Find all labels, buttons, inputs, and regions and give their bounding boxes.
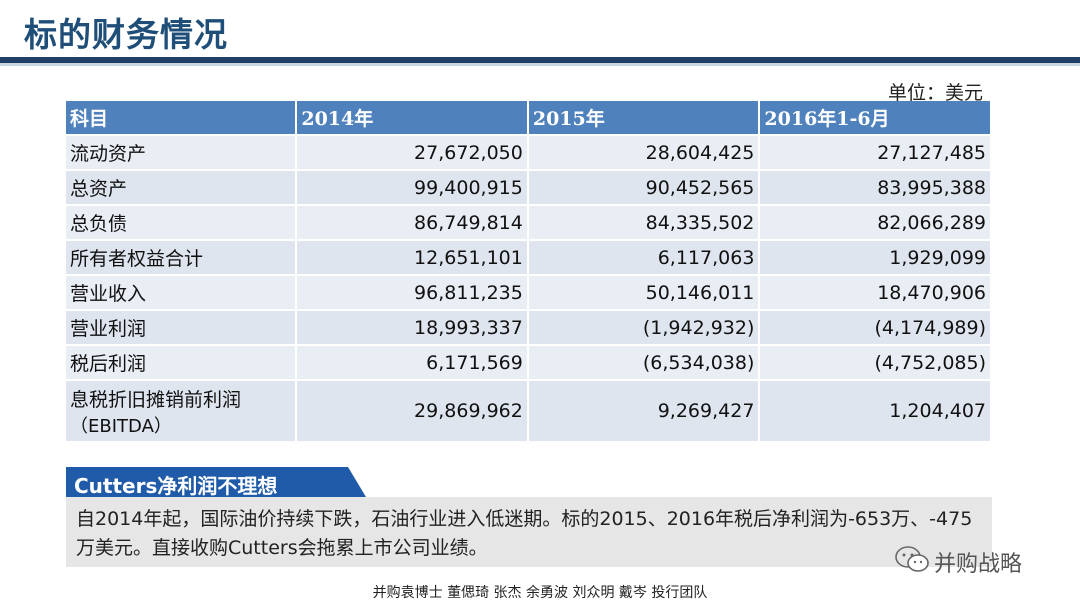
table-cell: (1,942,932) bbox=[527, 310, 761, 346]
table-cell: 18,470,906 bbox=[759, 275, 992, 311]
page-title: 标的财务情况 bbox=[24, 15, 228, 54]
table-cell: 90,452,565 bbox=[527, 170, 761, 206]
table-cell: 1,204,407 bbox=[759, 380, 992, 443]
callout-tab-shape bbox=[66, 467, 366, 497]
row-label: 营业收入 bbox=[66, 275, 298, 311]
table-cell: 1,929,099 bbox=[759, 240, 992, 276]
table-cell: 28,604,425 bbox=[527, 135, 761, 171]
callout-heading-tab: Cutters净利润不理想 bbox=[66, 467, 366, 498]
table-cell: (4,174,989) bbox=[759, 310, 992, 346]
table-cell: (4,752,085) bbox=[759, 345, 992, 381]
row-label: 总资产 bbox=[66, 170, 298, 206]
table-cell: 99,400,915 bbox=[296, 170, 529, 206]
column-header: 2014年 bbox=[296, 101, 529, 136]
financial-table: 科目 2014年 2015年 2016年1-6月 流动资产 27,672,050… bbox=[66, 101, 992, 443]
table-cell: 96,811,235 bbox=[296, 275, 529, 311]
table-cell: 6,171,569 bbox=[296, 345, 529, 381]
callout-body: 自2014年起，国际油价持续下跌，石油行业进入低迷期。标的2015、2016年税… bbox=[66, 497, 992, 567]
column-header: 科目 bbox=[66, 101, 298, 136]
table-cell: 6,117,063 bbox=[527, 240, 761, 276]
table-cell: 27,672,050 bbox=[296, 135, 529, 171]
footer-credits: 并购袁博士 董偲琦 张杰 余勇波 刘众明 戴岑 投行团队 bbox=[372, 585, 708, 601]
column-header: 2015年 bbox=[527, 101, 761, 136]
row-label: 总负债 bbox=[66, 205, 298, 241]
table-header-row: 科目 2014年 2015年 2016年1-6月 bbox=[66, 101, 992, 136]
row-label-sub: （EBITDA） bbox=[70, 415, 172, 437]
watermark-text: 并购战略 bbox=[934, 552, 1023, 577]
table-cell: 86,749,814 bbox=[296, 205, 529, 241]
table-cell: 82,066,289 bbox=[759, 205, 992, 241]
table-row: 息税折旧摊销前利润 （EBITDA） 29,869,962 9,269,427 … bbox=[66, 380, 992, 443]
table-row: 所有者权益合计 12,651,101 6,117,063 1,929,099 bbox=[66, 240, 992, 276]
table-cell: 84,335,502 bbox=[527, 205, 761, 241]
table-row: 总资产 99,400,915 90,452,565 83,995,388 bbox=[66, 170, 992, 206]
table-cell: (6,534,038) bbox=[527, 345, 761, 381]
row-label: 流动资产 bbox=[66, 135, 298, 171]
unit-label: 单位：美元 bbox=[887, 82, 983, 104]
table-cell: 18,993,337 bbox=[296, 310, 529, 346]
row-label: 税后利润 bbox=[66, 345, 298, 381]
table-row: 营业收入 96,811,235 50,146,011 18,470,906 bbox=[66, 275, 992, 311]
table-cell: 9,269,427 bbox=[527, 380, 761, 443]
table-row: 总负债 86,749,814 84,335,502 82,066,289 bbox=[66, 205, 992, 241]
row-label-ebitda: 息税折旧摊销前利润 （EBITDA） bbox=[66, 380, 298, 443]
table-row: 税后利润 6,171,569 (6,534,038) (4,752,085) bbox=[66, 345, 992, 381]
title-underline bbox=[0, 57, 1080, 63]
callout-heading: Cutters净利润不理想 bbox=[74, 474, 278, 498]
watermark: 并购战略 bbox=[894, 545, 1022, 579]
table-cell: 83,995,388 bbox=[759, 170, 992, 206]
table-cell: 50,146,011 bbox=[527, 275, 761, 311]
table-row: 流动资产 27,672,050 28,604,425 27,127,485 bbox=[66, 135, 992, 171]
column-header: 2016年1-6月 bbox=[759, 101, 992, 136]
table-cell: 12,651,101 bbox=[296, 240, 529, 276]
table-cell: 27,127,485 bbox=[759, 135, 992, 171]
title-underline-accent bbox=[0, 63, 1080, 66]
table-row: 营业利润 18,993,337 (1,942,932) (4,174,989) bbox=[66, 310, 992, 346]
wechat-icon bbox=[894, 545, 930, 579]
row-label: 所有者权益合计 bbox=[66, 240, 298, 276]
table-cell: 29,869,962 bbox=[296, 380, 529, 443]
row-label: 营业利润 bbox=[66, 310, 298, 346]
row-label: 息税折旧摊销前利润 bbox=[70, 388, 242, 411]
